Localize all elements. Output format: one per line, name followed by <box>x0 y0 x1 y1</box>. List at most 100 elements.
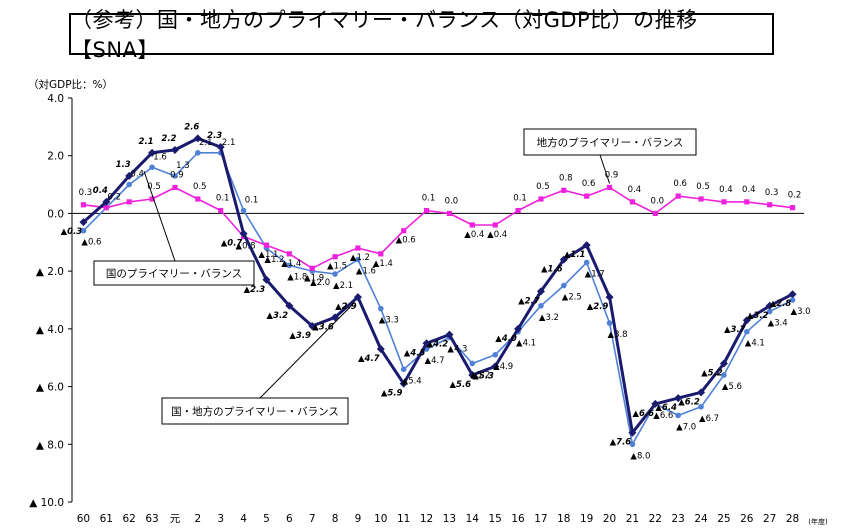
data-point <box>605 293 614 302</box>
callout-box <box>523 128 697 156</box>
data-label: ▲2.9 <box>587 302 609 312</box>
data-label: ▲5.6 <box>450 380 472 390</box>
data-label: ▲2.5 <box>562 293 582 303</box>
x-tick-label: 2 <box>194 513 201 525</box>
data-label: ▲0.3 <box>61 227 83 237</box>
data-label: ▲1.4 <box>281 259 301 269</box>
data-point <box>721 372 727 378</box>
data-point <box>719 359 728 368</box>
data-point <box>765 301 774 310</box>
data-point <box>789 297 796 303</box>
data-label: 0.8 <box>559 173 573 183</box>
data-label: ▲4.2 <box>427 340 449 350</box>
data-point <box>172 173 178 179</box>
y-tick-label: ▲ 6.0 <box>36 382 64 394</box>
data-point <box>538 302 544 309</box>
x-tick-label: 3 <box>217 513 224 525</box>
data-label: ▲2.7 <box>518 296 540 306</box>
chart-axes: 4.0 2.0 0.0 ▲ 2.0 ▲ 4.0 ▲ 6.0 ▲ 8.0 ▲ 10.0 （対GDP… <box>28 78 828 526</box>
data-point <box>149 164 155 171</box>
y-tick-label: 4.0 <box>47 93 64 105</box>
data-label: 0.6 <box>582 179 596 189</box>
x-tick-label: 21 <box>626 513 639 525</box>
data-label: ▲0.6 <box>396 236 416 246</box>
x-tick-label: 17 <box>534 513 547 525</box>
data-label: 2.3 <box>207 131 222 141</box>
data-point <box>79 218 88 227</box>
chart-series <box>79 134 797 448</box>
data-point <box>399 379 408 388</box>
data-point <box>195 150 201 156</box>
data-label: 0.5 <box>147 182 161 192</box>
data-point <box>195 196 201 202</box>
x-tick-label: 23 <box>672 513 685 525</box>
x-tick-label: 62 <box>123 513 136 525</box>
data-label: ▲1.9 <box>304 273 324 283</box>
data-label: ▲3.7 <box>724 325 746 335</box>
data-point <box>698 196 704 202</box>
x-tick-label: 元 <box>170 513 181 525</box>
data-point <box>308 321 317 330</box>
data-point <box>193 134 202 143</box>
data-label: ▲4.9 <box>493 362 513 372</box>
y-tick-label: ▲ 4.0 <box>36 324 64 336</box>
x-tick-label: 9 <box>355 513 362 525</box>
data-label: ▲2.8 <box>770 299 792 309</box>
data-point <box>629 199 636 205</box>
data-label: 0.2 <box>788 191 802 201</box>
data-point <box>744 199 750 205</box>
data-point <box>651 399 660 408</box>
data-point <box>353 293 362 302</box>
x-tick-label: 15 <box>489 513 502 525</box>
data-label: ▲3.0 <box>791 307 811 317</box>
data-point <box>355 256 361 263</box>
x-tick-label: 14 <box>466 513 480 525</box>
data-label: ▲4.3 <box>447 345 467 355</box>
data-label: 0.1 <box>422 194 436 204</box>
data-point <box>766 308 773 315</box>
data-point <box>789 205 796 211</box>
data-label: ▲2.1 <box>333 281 353 291</box>
data-point <box>331 313 340 322</box>
data-label: 0.5 <box>696 182 710 192</box>
data-label: 0.4 <box>130 170 144 180</box>
data-point <box>103 205 109 211</box>
data-label: 1.3 <box>176 161 190 171</box>
data-point <box>126 199 132 205</box>
data-label: ▲1.4 <box>373 259 393 269</box>
data-point <box>536 287 545 296</box>
data-label: 2.1 <box>199 138 213 148</box>
data-label: 0.1 <box>216 194 230 204</box>
data-point <box>675 412 681 419</box>
x-tick-label: 63 <box>145 513 158 525</box>
x-tick-label: 13 <box>443 513 456 525</box>
data-label: ▲6.6 <box>653 411 673 421</box>
data-point <box>606 184 613 191</box>
data-label: ▲1.2 <box>264 255 284 265</box>
data-label: 0.5 <box>193 182 207 192</box>
data-label: 1.6 <box>153 152 167 162</box>
callout-label: 地方のプライマリー・バランス <box>537 136 684 149</box>
data-label: ▲1.1 <box>258 250 278 260</box>
y-tick-label: ▲ 10.0 <box>29 497 64 509</box>
data-label: 0.2 <box>108 193 122 203</box>
data-label: ▲6.6 <box>633 409 655 419</box>
data-label: 0.3 <box>765 188 779 198</box>
callout-leader <box>143 171 176 262</box>
data-label: ▲3.3 <box>379 316 399 326</box>
data-label: ▲5.9 <box>381 389 403 399</box>
data-label: ▲3.8 <box>608 330 628 340</box>
data-point <box>742 316 751 325</box>
x-tick-label: 16 <box>511 513 525 525</box>
data-label: ▲3.6 <box>312 322 334 332</box>
x-tick-label: 27 <box>763 513 776 525</box>
data-label: ▲1.8 <box>287 272 307 282</box>
data-point <box>240 207 247 214</box>
data-label: 0.1 <box>245 196 259 206</box>
data-label: ▲0.8 <box>236 242 256 252</box>
data-label: ▲8.0 <box>630 451 650 461</box>
data-point <box>286 262 293 269</box>
data-point <box>102 197 111 206</box>
data-point <box>422 339 431 348</box>
data-point <box>400 366 407 373</box>
